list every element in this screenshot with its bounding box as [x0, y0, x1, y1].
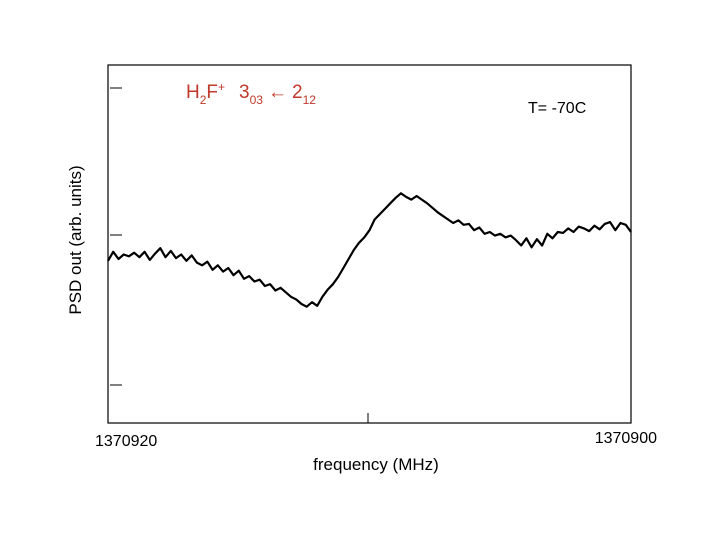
plot-frame — [107, 64, 632, 424]
temperature-annotation: T= -70C — [528, 100, 586, 117]
psd-trace — [107, 192, 632, 308]
title-species: H — [186, 82, 200, 103]
title-species-sub: 2 — [200, 93, 207, 107]
y-tick-marks — [110, 87, 122, 386]
chart-title: H2F+ 303 ← 212 — [186, 80, 316, 107]
title-species-mid: F — [206, 82, 218, 103]
title-lower-level-sub: 12 — [303, 93, 317, 107]
title-species-sup: + — [218, 80, 225, 94]
title-upper-level-sub: 03 — [250, 93, 264, 107]
x-tick-label-left: 1370920 — [95, 433, 157, 450]
title-arrow: ← — [268, 82, 287, 103]
x-axis-label: frequency (MHz) — [313, 455, 439, 474]
title-lower-level: 2 — [292, 82, 303, 103]
x-tick-label-right: 1370900 — [595, 430, 657, 447]
y-axis-label: PSD out (arb. units) — [66, 165, 85, 314]
title-upper-level: 3 — [239, 82, 250, 103]
